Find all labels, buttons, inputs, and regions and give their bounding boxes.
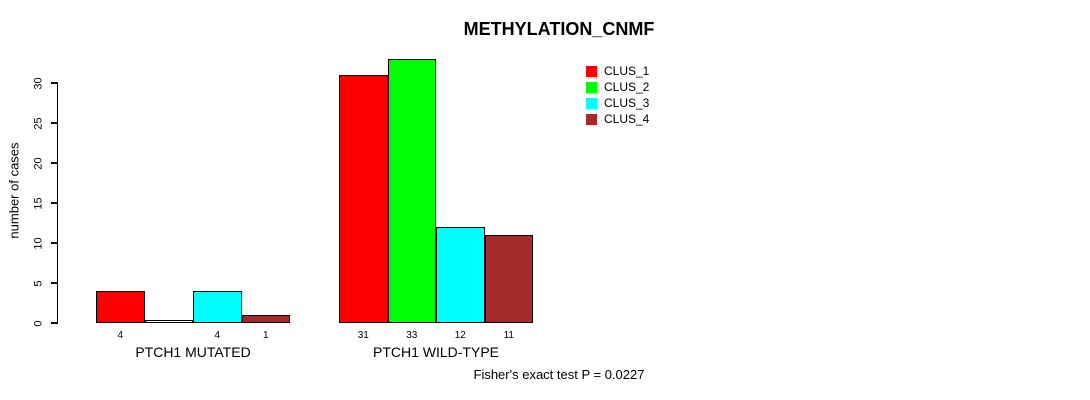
- bar-clus_3-group1: [436, 227, 485, 323]
- bar-clus_4-group0: [241, 315, 290, 323]
- y-axis-label: number of cases: [6, 142, 22, 239]
- y-tick-mark: [51, 122, 58, 124]
- legend-swatch-icon: [586, 113, 597, 125]
- bar-clus_1-group1: [339, 75, 388, 323]
- bar-value-label: 1: [262, 330, 269, 341]
- legend-entry: CLUS_1: [586, 63, 649, 79]
- legend-entry: CLUS_4: [586, 111, 649, 127]
- legend-entry: CLUS_2: [586, 79, 649, 95]
- y-tick-label: 5: [32, 279, 45, 287]
- bar-clus_4-group1: [484, 235, 533, 323]
- stat-annotation: Fisher's exact test P = 0.0227: [473, 367, 645, 382]
- legend-swatch-icon: [586, 97, 597, 109]
- y-tick-mark: [51, 282, 58, 284]
- y-tick-mark: [51, 322, 58, 324]
- x-group-label: PTCH1 WILD-TYPE: [372, 344, 499, 360]
- x-group-label: PTCH1 MUTATED: [135, 344, 251, 360]
- bar-value-label: 12: [454, 330, 466, 341]
- bar-value-label: 11: [503, 330, 514, 341]
- y-tick-label: 20: [32, 156, 45, 170]
- y-tick-mark: [51, 242, 58, 244]
- bar-clus_3-group0: [193, 291, 242, 323]
- chart-title: METHYLATION_CNMF: [463, 19, 655, 39]
- y-tick-mark: [51, 162, 58, 164]
- legend-label: CLUS_1: [604, 64, 650, 78]
- y-tick-label: 25: [32, 116, 45, 130]
- legend-swatch-icon: [586, 81, 597, 93]
- y-tick-mark: [51, 82, 58, 84]
- y-tick-label: 0: [32, 319, 45, 327]
- legend: CLUS_1 CLUS_2 CLUS_3 CLUS_4: [586, 63, 649, 127]
- bar-clus_1-group0: [96, 291, 145, 323]
- bar-value-label: 31: [357, 330, 369, 341]
- legend-label: CLUS_4: [604, 112, 650, 126]
- y-tick-label: 10: [32, 236, 45, 250]
- y-tick-label: 15: [32, 196, 45, 210]
- legend-label: CLUS_3: [604, 96, 650, 110]
- bar-value-label: 4: [214, 330, 221, 341]
- bar-value-label: 4: [117, 330, 124, 341]
- legend-label: CLUS_2: [604, 80, 650, 94]
- bar-clus_2-group1: [387, 59, 436, 323]
- bar-clus_2-group0: [144, 320, 193, 323]
- y-tick-label: 30: [32, 76, 45, 90]
- legend-swatch-icon: [586, 65, 597, 77]
- bar-value-label: 33: [406, 330, 418, 341]
- y-tick-mark: [51, 202, 58, 204]
- legend-entry: CLUS_3: [586, 95, 649, 111]
